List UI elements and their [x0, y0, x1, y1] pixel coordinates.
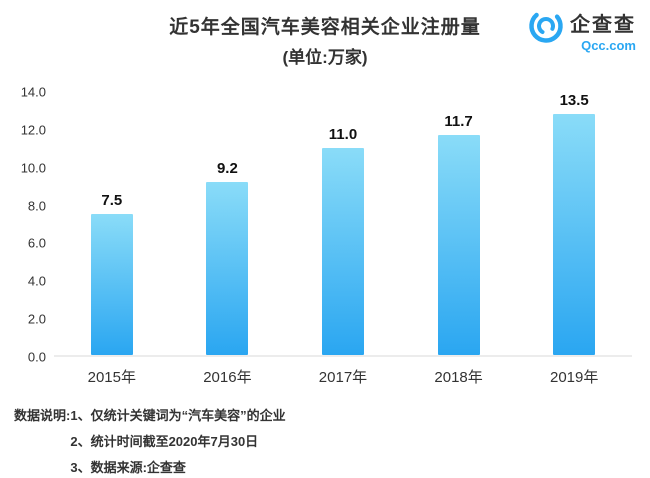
- y-tick-label: 12.0: [20, 122, 46, 138]
- y-tick-label: 8.0: [27, 198, 46, 214]
- y-tick-label: 4.0: [27, 273, 46, 289]
- footer-note: 3、数据来源:企查查: [70, 460, 186, 475]
- logo-domain: Qcc.com: [581, 38, 636, 53]
- logo-brand-name: 企查查: [570, 14, 636, 36]
- y-tick-label: 2.0: [27, 311, 46, 327]
- plot-area: 7.5 9.2 11.0 11.7 13.5: [54, 92, 632, 357]
- bar-value-label: 11.0: [328, 126, 358, 144]
- footer-notes: 数据说明: 1、仅统计关键词为“汽车美容”的企业 2、统计时间截至2020年7月…: [14, 403, 650, 478]
- bar[interactable]: [206, 182, 249, 355]
- bar-slot: 13.5: [516, 92, 632, 355]
- bar-value-label: 13.5: [559, 92, 589, 109]
- bar-slot: 9.2: [170, 92, 286, 355]
- x-axis-label: 2019年: [549, 369, 599, 386]
- x-axis: 2015年 2016年 2017年 2018年 2019年: [54, 357, 632, 387]
- chart-subtitle: (单位:万家): [282, 48, 368, 67]
- bar-slot: 11.7: [401, 92, 517, 355]
- bar[interactable]: [553, 114, 596, 355]
- header: 近5年全国汽车美容相关企业注册量 (单位:万家) 企查查 Qcc.com: [0, 0, 650, 67]
- bar-slot: 7.5: [54, 92, 170, 355]
- x-axis-label: 2016年: [203, 369, 252, 386]
- qcc-logo: 企查查 Qcc.com: [528, 8, 636, 53]
- y-tick-label: 14.0: [20, 84, 46, 100]
- footer-note: 1、仅统计关键词为“汽车美容”的企业: [70, 408, 286, 423]
- qcc-logo-icon: [529, 9, 563, 43]
- footer-label: 数据说明:: [14, 408, 71, 423]
- bar-chart: 0.0 2.0 4.0 6.0 8.0 10.0 12.0 14.0 7.5 9.2 11.0 11…: [8, 85, 632, 387]
- bar-value-label: 7.5: [101, 192, 123, 210]
- footer-note: 2、统计时间截至2020年7月30日: [70, 434, 259, 449]
- x-axis-label: 2018年: [434, 369, 483, 386]
- chart-title: 近5年全国汽车美容相关企业注册量: [169, 17, 481, 38]
- logo-text: 企查查 Qcc.com: [570, 8, 636, 53]
- x-axis-label: 2017年: [318, 369, 368, 386]
- bar[interactable]: [321, 148, 364, 355]
- bar[interactable]: [90, 214, 133, 355]
- y-tick-label: 0.0: [27, 349, 46, 365]
- bar-value-label: 11.7: [444, 113, 473, 131]
- y-axis: 0.0 2.0 4.0 6.0 8.0 10.0 12.0 14.0: [8, 85, 54, 365]
- bar[interactable]: [437, 135, 480, 355]
- bar-value-label: 9.2: [216, 160, 238, 178]
- plot-row: 0.0 2.0 4.0 6.0 8.0 10.0 12.0 14.0 7.5 9.2 11.0 11…: [8, 85, 632, 365]
- x-axis-label: 2015年: [87, 369, 136, 386]
- bar-slot: 11.0: [285, 92, 401, 355]
- y-tick-label: 6.0: [27, 235, 46, 251]
- y-tick-label: 10.0: [20, 160, 46, 176]
